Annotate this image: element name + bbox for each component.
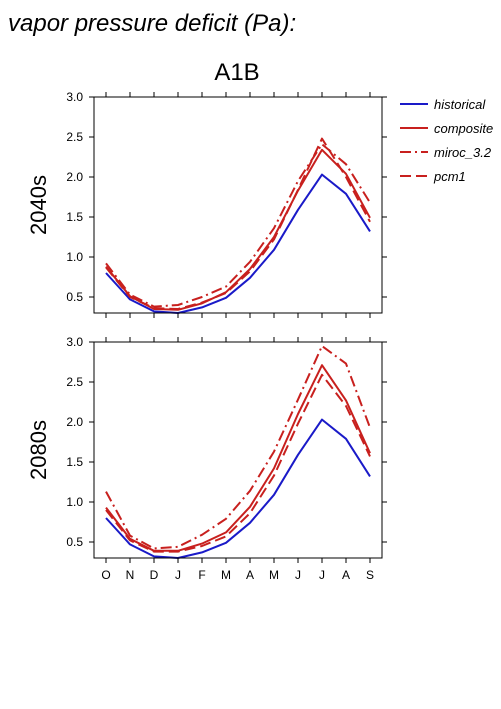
chart-panel-2080s: 3.0 2.5 2.0 1.5 1.0 0.5 O N D J F M A M J J A S xyxy=(66,335,387,582)
series-line-composite xyxy=(105,364,371,552)
legend-item-composite: composite xyxy=(400,121,493,136)
legend-label: pcm1 xyxy=(433,169,466,184)
y-tick-label: 3.0 xyxy=(66,90,83,104)
legend-item-historical: historical xyxy=(400,97,486,112)
panel-title: A1B xyxy=(214,59,259,86)
series-line-miroc-3-2 xyxy=(105,143,371,308)
series-line-historical xyxy=(105,173,371,314)
series-line-composite xyxy=(105,148,371,311)
legend-label: miroc_3.2 xyxy=(434,145,492,160)
legend-item-miroc-3-2: miroc_3.2 xyxy=(400,145,492,160)
y-tick-label: 2.0 xyxy=(66,170,83,184)
x-tick-label: M xyxy=(221,568,231,582)
y-tick-label: 2.5 xyxy=(66,375,83,389)
x-tick-label: F xyxy=(198,568,205,582)
x-tick-label: J xyxy=(295,568,301,582)
x-tick-label: D xyxy=(150,568,159,582)
y-tick-label: 1.5 xyxy=(66,210,83,224)
y-tick-label: 1.5 xyxy=(66,455,83,469)
x-tick-label: O xyxy=(101,568,110,582)
legend-label: historical xyxy=(434,97,486,112)
plot-frame xyxy=(93,341,383,559)
y-tick-label: 0.5 xyxy=(66,535,83,549)
x-tick-label: N xyxy=(126,568,135,582)
x-tick-label: S xyxy=(366,568,374,582)
y-tick-label: 1.0 xyxy=(66,495,83,509)
y-tick-label: 2.0 xyxy=(66,415,83,429)
series-line-pcm1 xyxy=(105,137,371,310)
y-tick-label: 3.0 xyxy=(66,335,83,349)
x-tick-label: A xyxy=(246,568,254,582)
y-tick-label: 0.5 xyxy=(66,290,83,304)
y-tick-label: 2.5 xyxy=(66,130,83,144)
x-tick-label: J xyxy=(319,568,325,582)
page-title: vapor pressure deficit (Pa): xyxy=(8,10,296,37)
plot-frame xyxy=(93,96,383,314)
row-label-2040s: 2040s xyxy=(26,175,51,235)
chart-panels: 3.0 2.5 2.0 1.5 1.0 0.5 3.0 2.5 2.0 1.5 1.0 0.5 O N D J… xyxy=(66,90,387,582)
legend: historical composite miroc_3.2 pcm1 xyxy=(400,97,493,184)
legend-item-pcm1: pcm1 xyxy=(400,169,466,184)
series-line-pcm1 xyxy=(105,373,371,553)
legend-label: composite xyxy=(434,121,493,136)
x-tick-label: M xyxy=(269,568,279,582)
x-tick-label: J xyxy=(175,568,181,582)
row-label-2080s: 2080s xyxy=(26,420,51,480)
y-tick-label: 1.0 xyxy=(66,250,83,264)
x-tick-label: A xyxy=(342,568,350,582)
series-line-historical xyxy=(105,418,371,559)
series-line-miroc-3-2 xyxy=(105,345,371,550)
chart-panel-2040s: 3.0 2.5 2.0 1.5 1.0 0.5 xyxy=(66,90,387,318)
